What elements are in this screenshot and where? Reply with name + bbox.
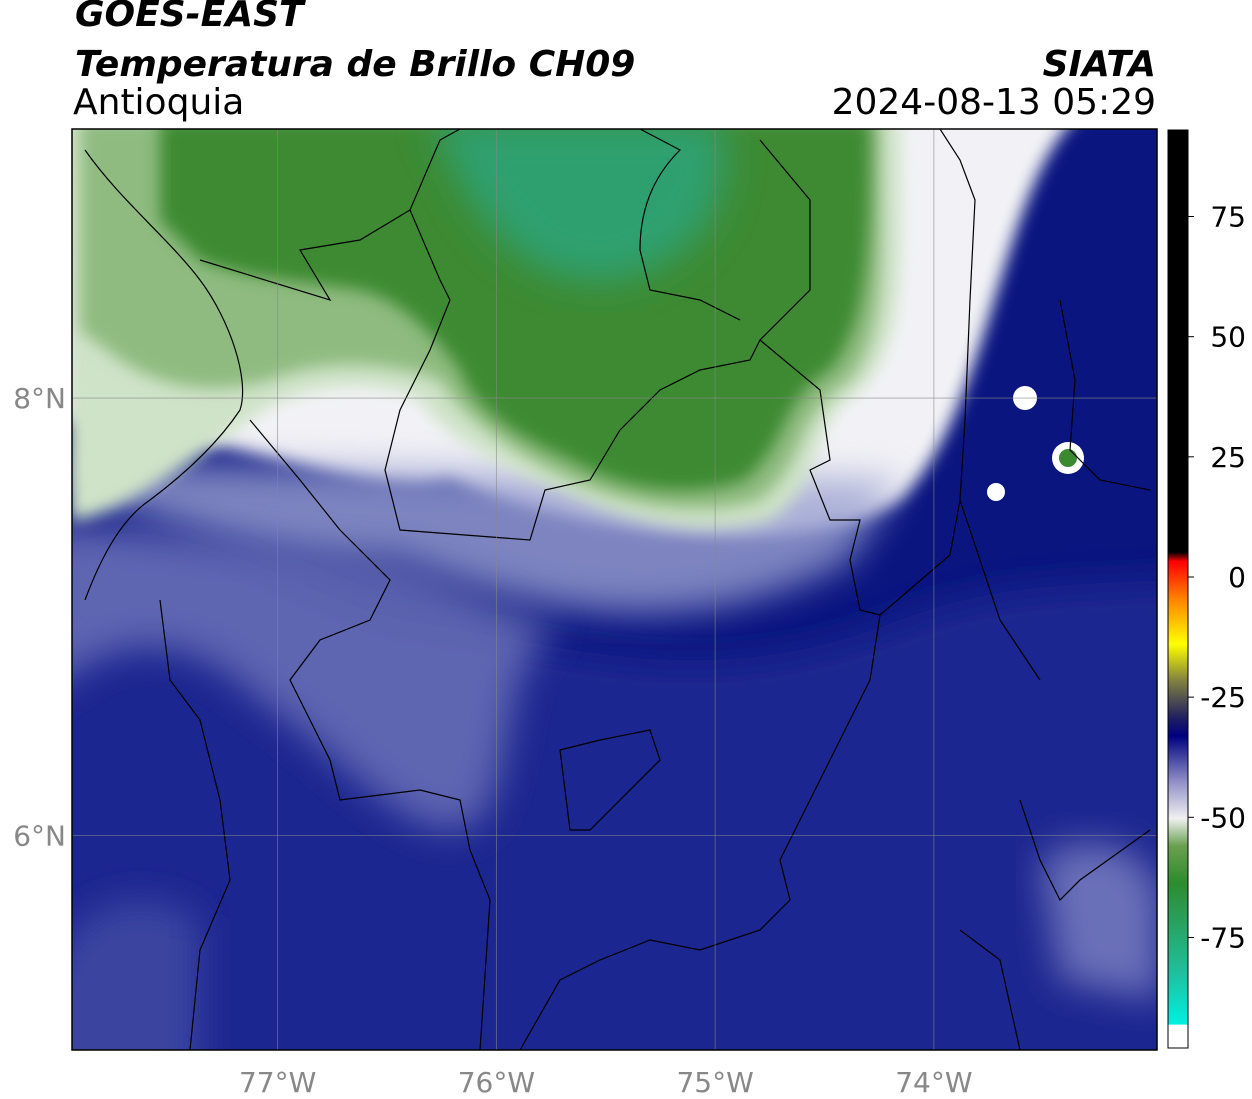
lon-label: 76°W xyxy=(458,1066,535,1099)
lon-label: 75°W xyxy=(676,1066,753,1099)
title: GOES-EAST xyxy=(75,0,304,35)
colorbar xyxy=(1167,129,1189,1049)
colorbar-label: -50 xyxy=(1200,801,1246,834)
lat-label: 8°N xyxy=(13,382,66,415)
lon-label: 77°W xyxy=(239,1066,316,1099)
org: SIATA xyxy=(1042,44,1156,85)
lat-label: 6°N xyxy=(13,820,66,853)
colorbar-label: 75 xyxy=(1210,201,1246,234)
region: Antioquia xyxy=(73,82,245,123)
datetime: 2024-08-13 05:29 xyxy=(831,82,1156,123)
lon-label: 74°W xyxy=(895,1066,972,1099)
colorbar-label: -75 xyxy=(1200,921,1246,954)
satellite-image xyxy=(72,129,1157,1050)
boundaries xyxy=(84,129,1151,1050)
subtitle: Temperatura de Brillo CH09 xyxy=(75,44,636,85)
colorbar-label: 50 xyxy=(1210,321,1246,354)
colorbar-label: 0 xyxy=(1228,561,1246,594)
map-frame xyxy=(71,128,1158,1051)
colorbar-label: -25 xyxy=(1200,681,1246,714)
colorbar-label: 25 xyxy=(1210,441,1246,474)
